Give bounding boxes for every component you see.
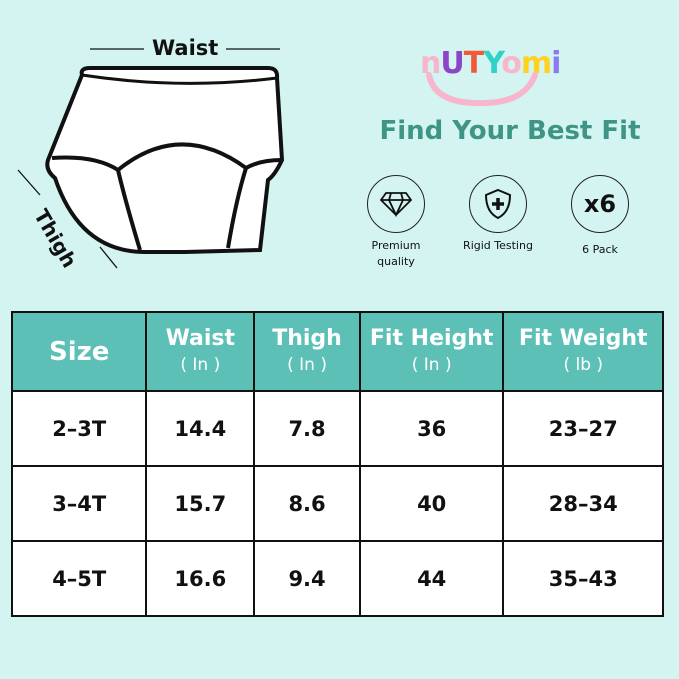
- feature-label: Rigid Testing: [463, 239, 533, 252]
- cell-thigh: 8.6: [253, 465, 361, 542]
- cell-waist: 14.4: [145, 390, 256, 467]
- cell-size: 4–5T: [10, 540, 148, 617]
- logo-letter: Y: [483, 46, 502, 81]
- header-fit-height: Fit Height( In ): [358, 311, 505, 392]
- table-header-row: Size Waist( In ) Thigh( In ) Fit Height(…: [10, 311, 664, 392]
- table-row: 2–3T 14.4 7.8 36 23–27: [10, 390, 664, 467]
- brand-logo: nUTYomi: [420, 46, 561, 81]
- cell-thigh: 7.8: [253, 390, 361, 467]
- cell-fit-height: 36: [358, 390, 505, 467]
- logo-letter: T: [463, 46, 484, 81]
- logo-letter: o: [501, 46, 522, 81]
- feature-pack: x6 6 Pack: [555, 175, 645, 258]
- header-fit-weight: Fit Weight( lb ): [502, 311, 664, 392]
- header-waist: Waist( In ): [145, 311, 256, 392]
- header-thigh: Thigh( In ): [253, 311, 361, 392]
- leg-seam: [51, 142, 283, 173]
- table-row: 4–5T 16.6 9.4 44 35–43: [10, 540, 664, 617]
- logo-letter: i: [551, 46, 561, 81]
- cell-thigh: 9.4: [253, 540, 361, 617]
- feature-label: 6 Pack: [582, 243, 618, 256]
- diamond-icon: [367, 175, 425, 233]
- shield-plus-icon: [469, 175, 527, 233]
- feature-premium: Premium quality: [351, 175, 441, 270]
- cell-fit-weight: 28–34: [502, 465, 664, 542]
- header-size: Size: [10, 311, 148, 392]
- cell-fit-weight: 23–27: [502, 390, 664, 467]
- thigh-line-bottom: [99, 246, 118, 269]
- waistband: [81, 73, 278, 85]
- table-row: 3–4T 15.7 8.6 40 28–34: [10, 465, 664, 542]
- cell-fit-weight: 35–43: [502, 540, 664, 617]
- logo-letter: n: [420, 46, 441, 81]
- underwear-outline: [45, 66, 285, 254]
- cell-waist: 15.7: [145, 465, 256, 542]
- size-table: Size Waist( In ) Thigh( In ) Fit Height(…: [10, 311, 664, 617]
- cell-size: 3–4T: [10, 465, 148, 542]
- cell-waist: 16.6: [145, 540, 256, 617]
- logo-swoosh: [426, 72, 538, 107]
- feature-testing: Rigid Testing: [453, 175, 543, 254]
- underwear-diagram: [17, 48, 285, 269]
- cell-fit-height: 40: [358, 465, 505, 542]
- thigh-line-top: [17, 169, 41, 196]
- page-title: Find Your Best Fit: [379, 116, 641, 146]
- cell-fit-height: 44: [358, 540, 505, 617]
- waist-label: Waist: [152, 36, 219, 60]
- feature-label: Premium quality: [371, 239, 421, 268]
- x6-badge: x6: [571, 175, 629, 233]
- cell-size: 2–3T: [10, 390, 148, 467]
- logo-letter: U: [440, 46, 464, 81]
